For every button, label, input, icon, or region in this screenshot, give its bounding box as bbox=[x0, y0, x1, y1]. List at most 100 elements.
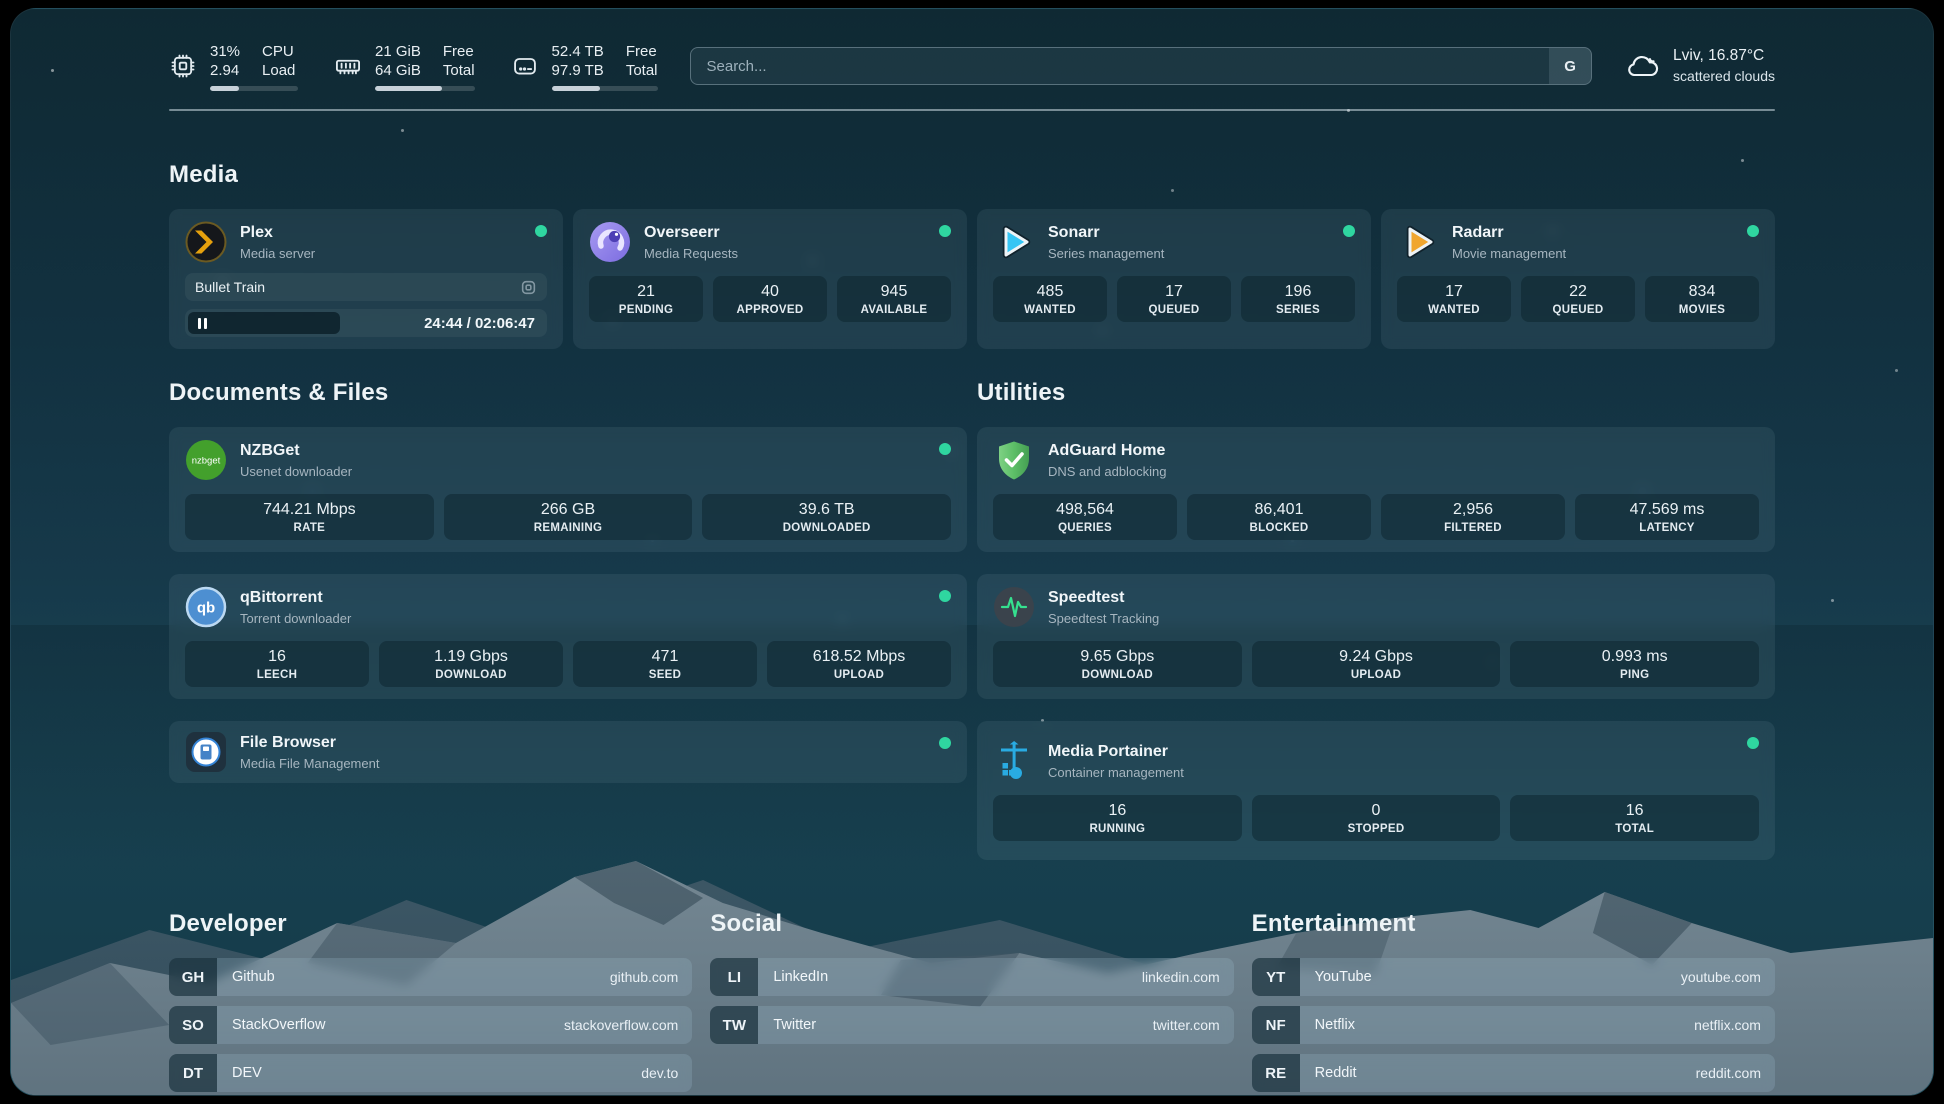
disk-progress-track bbox=[551, 85, 658, 91]
cpu-progress-track bbox=[210, 85, 298, 91]
stat-tile-latency: 47.569 ms LATENCY bbox=[1575, 494, 1759, 540]
stat-label: AVAILABLE bbox=[860, 304, 928, 316]
app-card-adguard-home[interactable]: AdGuard Home DNS and adblocking 498,564 … bbox=[977, 427, 1775, 552]
stat-label: BLOCKED bbox=[1249, 522, 1309, 534]
bookmark-url: reddit.com bbox=[1695, 1065, 1761, 1081]
bookmark-netflix[interactable]: NF Netflix netflix.com bbox=[1251, 1006, 1775, 1044]
cpu-progress-fill bbox=[210, 85, 240, 91]
stat-tile-download: 9.65 Gbps DOWNLOAD bbox=[993, 641, 1242, 687]
bookmark-name: Github bbox=[232, 969, 275, 985]
filebrowser-icon bbox=[185, 731, 227, 773]
adguard-icon bbox=[993, 439, 1035, 481]
ram-progress-fill bbox=[375, 85, 442, 91]
cpu-usage-label: CPU bbox=[262, 42, 294, 60]
now-playing-row: Bullet Train bbox=[185, 273, 547, 301]
bookmark-abbr: YT bbox=[1251, 958, 1300, 996]
bookmark-github[interactable]: GH Github github.com bbox=[169, 958, 693, 996]
disk-free-value: 52.4 TB bbox=[551, 42, 604, 60]
app-card-nzbget[interactable]: nzbget NZBGet Usenet downloader 744.21 M… bbox=[169, 427, 967, 552]
section-title-developer: Developer bbox=[169, 910, 287, 937]
bookmark-abbr: LI bbox=[710, 958, 759, 996]
app-card-overseerr[interactable]: Overseerr Media Requests 21 PENDING 40 A… bbox=[573, 209, 967, 349]
section-title-social: Social bbox=[710, 910, 783, 937]
section-title-entertainment: Entertainment bbox=[1251, 910, 1416, 937]
bookmark-stackoverflow[interactable]: SO StackOverflow stackoverflow.com bbox=[169, 1006, 693, 1044]
cpu-icon bbox=[169, 52, 197, 80]
stat-label: LATENCY bbox=[1639, 522, 1695, 534]
bookmark-url: stackoverflow.com bbox=[563, 1017, 679, 1033]
status-online-dot bbox=[939, 737, 951, 749]
app-card-portainer[interactable]: Media Portainer Container management 16 … bbox=[977, 721, 1775, 860]
nzbget-icon: nzbget bbox=[185, 439, 227, 481]
app-name: NZBGet bbox=[240, 442, 300, 460]
app-card-radarr[interactable]: Radarr Movie management 17 WANTED 22 QUE… bbox=[1381, 209, 1775, 349]
stat-tile-running: 16 RUNNING bbox=[993, 795, 1242, 841]
bookmark-url: netflix.com bbox=[1694, 1017, 1761, 1033]
bookmark-name: YouTube bbox=[1314, 969, 1372, 985]
app-description: Media server bbox=[240, 245, 316, 261]
search-input[interactable] bbox=[689, 47, 1593, 85]
app-description: Series management bbox=[1048, 245, 1165, 261]
radarr-icon bbox=[1397, 221, 1439, 263]
stat-label: RATE bbox=[293, 522, 326, 534]
search-engine-button[interactable]: G bbox=[1549, 48, 1592, 84]
bookmark-reddit[interactable]: RE Reddit reddit.com bbox=[1251, 1054, 1775, 1092]
section-title-media: Media bbox=[169, 161, 239, 188]
app-card-qbittorrent[interactable]: qb qBittorrent Torrent downloader 16 LEE… bbox=[169, 574, 967, 699]
stat-tile-wanted: 17 WANTED bbox=[1397, 276, 1511, 322]
stat-tile-leech: 16 LEECH bbox=[185, 641, 369, 687]
app-card-plex[interactable]: Plex Media server Bullet Train bbox=[169, 209, 563, 349]
app-name: File Browser bbox=[240, 734, 337, 752]
bookmark-twitter[interactable]: TW Twitter twitter.com bbox=[710, 1006, 1234, 1044]
stat-label: UPLOAD bbox=[1350, 669, 1402, 681]
status-online-dot bbox=[939, 443, 951, 455]
stat-tile-available: 945 AVAILABLE bbox=[837, 276, 951, 322]
stat-tile-queued: 17 QUEUED bbox=[1117, 276, 1231, 322]
app-card-sonarr[interactable]: Sonarr Series management 485 WANTED 17 Q… bbox=[977, 209, 1371, 349]
disk-total-value: 97.9 TB bbox=[551, 62, 604, 79]
bookmark-group-entertainment: Entertainment YT YouTube youtube.com NF … bbox=[1251, 910, 1775, 1092]
bookmark-dev[interactable]: DT DEV dev.to bbox=[169, 1054, 693, 1092]
svg-text:nzbget: nzbget bbox=[192, 456, 221, 467]
pause-button[interactable] bbox=[188, 312, 340, 334]
sonarr-icon bbox=[993, 221, 1035, 263]
stat-label: TOTAL bbox=[1615, 823, 1655, 835]
bookmark-linkedin[interactable]: LI LinkedIn linkedin.com bbox=[710, 958, 1234, 996]
weather-widget: Lviv, 16.87°C scattered clouds bbox=[1624, 46, 1775, 86]
stat-value: 945 bbox=[880, 283, 908, 300]
stat-label: DOWNLOAD bbox=[1081, 669, 1154, 681]
stat-label: STOPPED bbox=[1347, 823, 1405, 835]
section-title-utilities: Utilities bbox=[977, 379, 1066, 406]
stat-label: MOVIES bbox=[1678, 304, 1726, 316]
search-bar: G bbox=[689, 47, 1593, 85]
stat-tile-ping: 0.993 ms PING bbox=[1510, 641, 1760, 687]
stat-value: 40 bbox=[761, 283, 779, 300]
bookmark-name: Reddit bbox=[1314, 1065, 1357, 1081]
stat-tile-download: 1.19 Gbps DOWNLOAD bbox=[379, 641, 563, 687]
bookmark-youtube[interactable]: YT YouTube youtube.com bbox=[1251, 958, 1775, 996]
memory-stat: 21 GiB 64 GiB Free Total bbox=[334, 42, 475, 91]
bookmark-abbr: GH bbox=[169, 958, 217, 996]
stat-label: SEED bbox=[648, 669, 682, 681]
ram-icon bbox=[334, 52, 362, 80]
stat-value: 744.21 Mbps bbox=[263, 501, 356, 518]
bookmark-group-social: Social LI LinkedIn linkedin.com TW Twitt… bbox=[710, 910, 1234, 1092]
portainer-icon bbox=[993, 740, 1035, 782]
stat-value: 485 bbox=[1036, 283, 1064, 300]
bookmark-name: Twitter bbox=[773, 1017, 817, 1033]
stat-tile-total: 16 TOTAL bbox=[1510, 795, 1760, 841]
app-card-filebrowser[interactable]: File Browser Media File Management bbox=[169, 721, 967, 783]
disk-free-label: Free bbox=[625, 42, 657, 60]
stat-value: 16 bbox=[268, 648, 286, 665]
status-online-dot bbox=[1747, 737, 1759, 749]
speedtest-icon bbox=[993, 586, 1035, 628]
stat-value: 39.6 TB bbox=[798, 501, 855, 518]
app-card-speedtest[interactable]: Speedtest Speedtest Tracking 9.65 Gbps D… bbox=[977, 574, 1775, 699]
session-settings-icon[interactable] bbox=[520, 279, 537, 296]
app-description: DNS and adblocking bbox=[1048, 463, 1167, 479]
stat-label: WANTED bbox=[1024, 304, 1076, 316]
player-progress-bar[interactable]: 24:44 / 02:06:47 bbox=[185, 309, 547, 337]
ram-total-label: Total bbox=[442, 62, 475, 79]
stat-tile-seed: 471 SEED bbox=[573, 641, 757, 687]
now-playing-title: Bullet Train bbox=[195, 279, 266, 295]
